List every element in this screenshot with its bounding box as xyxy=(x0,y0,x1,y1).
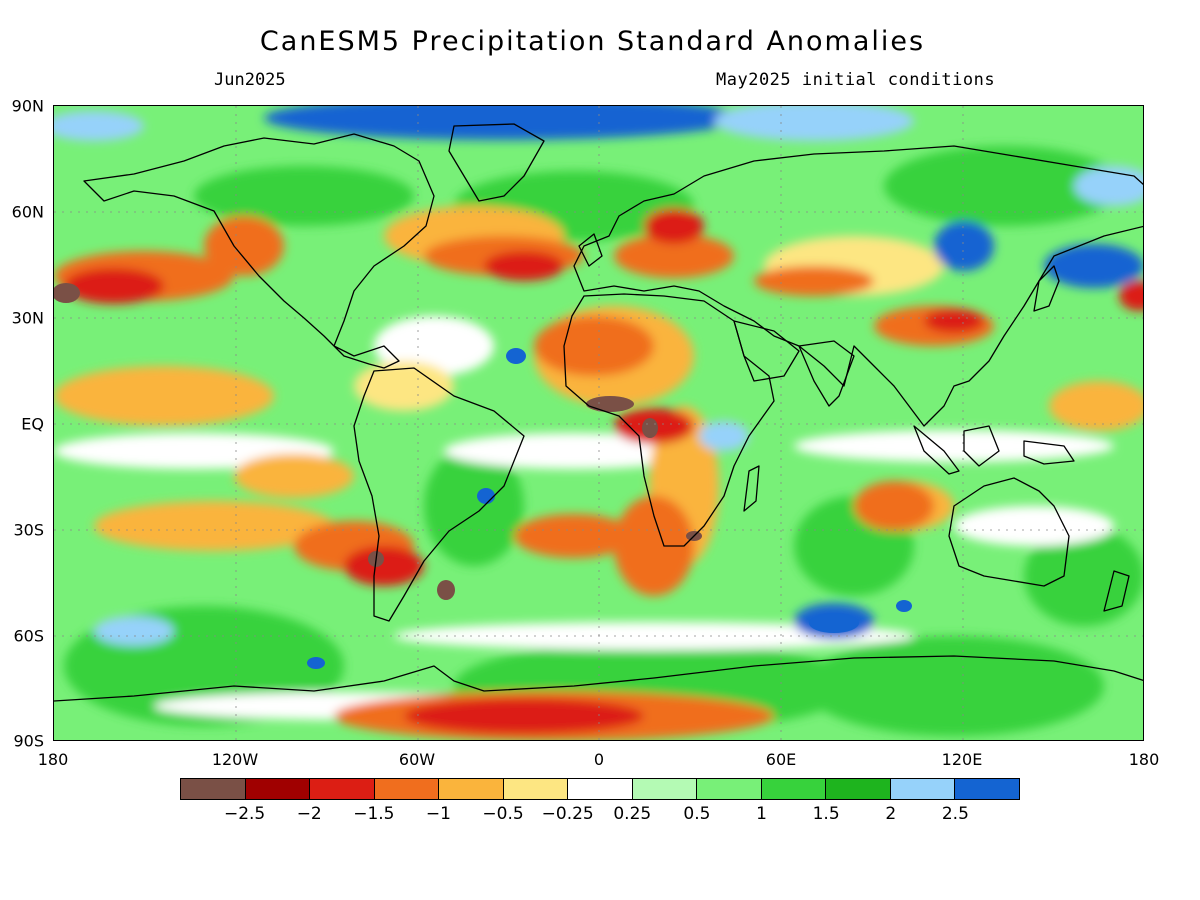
lon-label-0: 0 xyxy=(593,750,605,769)
africa-coast xyxy=(563,293,775,547)
colorbar-label: 2 xyxy=(885,804,897,824)
colorbar-label: −0.5 xyxy=(482,804,524,824)
india-coast xyxy=(798,340,855,407)
new-guinea-coast xyxy=(1023,440,1075,465)
lat-label-90n: 90N xyxy=(11,96,44,116)
lat-label-90s: 90S xyxy=(13,731,44,751)
eurasia-coast xyxy=(573,145,1143,427)
colorbar-box-10 xyxy=(826,779,891,799)
graticule xyxy=(54,106,1143,740)
colorbar-label: −2 xyxy=(296,804,322,824)
lat-label-60s: 60S xyxy=(13,626,44,646)
colorbar-box-12 xyxy=(955,779,1019,799)
valid-month-label: Jun2025 xyxy=(214,70,286,90)
madagascar-coast xyxy=(743,465,760,512)
lat-label-60n: 60N xyxy=(11,202,44,222)
lat-label-30s: 30S xyxy=(13,520,44,540)
lon-label-120w: 120W xyxy=(211,750,259,769)
new-zealand-coast xyxy=(1103,570,1130,612)
colorbar-label: 0.5 xyxy=(683,804,711,824)
colorbar-box-1 xyxy=(245,779,311,799)
colorbar-box-5 xyxy=(503,779,569,799)
colorbar-label: 0.25 xyxy=(613,804,652,824)
australia-coast xyxy=(948,477,1070,587)
colorbar-label: 1.5 xyxy=(812,804,840,824)
colorbar-label: −2.5 xyxy=(223,804,266,824)
antarctica-coast xyxy=(54,655,1143,702)
init-conditions-label: May2025 initial conditions xyxy=(716,70,996,90)
colorbar-box-6 xyxy=(568,779,633,799)
colorbar-box-8 xyxy=(697,779,762,799)
borneo-coast xyxy=(963,425,1000,467)
lon-label-60e: 60E xyxy=(765,750,797,769)
lon-label-120e: 120E xyxy=(941,750,983,769)
colorbar xyxy=(180,778,1020,800)
colorbar-box-0 xyxy=(181,779,246,799)
colorbar-box-9 xyxy=(761,779,827,799)
colorbar-box-4 xyxy=(439,779,504,799)
uk-coast xyxy=(578,233,603,267)
japan-coast xyxy=(1033,265,1060,312)
colorbar-label: 1 xyxy=(756,804,767,824)
lat-label-30n: 30N xyxy=(11,308,44,328)
map-title: CanESM5 Precipitation Standard Anomalies xyxy=(259,26,926,57)
lon-label-60w: 60W xyxy=(398,750,436,769)
arabia-coast xyxy=(733,320,800,382)
colorbar-box-7 xyxy=(632,779,698,799)
lat-label-eq: EQ xyxy=(21,414,44,434)
anomaly-field xyxy=(54,106,1143,740)
sumatra-coast xyxy=(913,425,960,475)
colorbar-box-3 xyxy=(374,779,440,799)
colorbar-label: 2.5 xyxy=(941,804,969,824)
coastlines xyxy=(54,123,1143,702)
south-america-coast xyxy=(353,367,525,622)
anomaly-map xyxy=(53,105,1144,741)
colorbar-label: −1 xyxy=(425,804,451,824)
north-america-coast xyxy=(83,133,435,369)
lon-label-180e: 180 xyxy=(1128,750,1160,769)
colorbar-label: −1.5 xyxy=(353,804,395,824)
greenland-coast xyxy=(448,123,545,202)
colorbar-box-11 xyxy=(890,779,956,799)
lon-label-180w: 180 xyxy=(37,750,69,769)
colorbar-label: −0.25 xyxy=(541,804,594,824)
colorbar-box-2 xyxy=(310,779,375,799)
